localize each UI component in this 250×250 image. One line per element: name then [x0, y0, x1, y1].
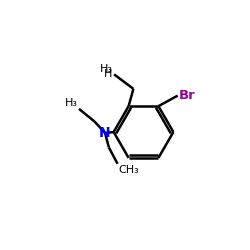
Text: CH₃: CH₃ [118, 165, 139, 175]
Text: H₃: H₃ [100, 64, 113, 74]
Text: H₃: H₃ [64, 98, 78, 108]
Text: N: N [99, 126, 111, 140]
Text: H: H [104, 70, 113, 80]
Text: Br: Br [179, 89, 196, 102]
